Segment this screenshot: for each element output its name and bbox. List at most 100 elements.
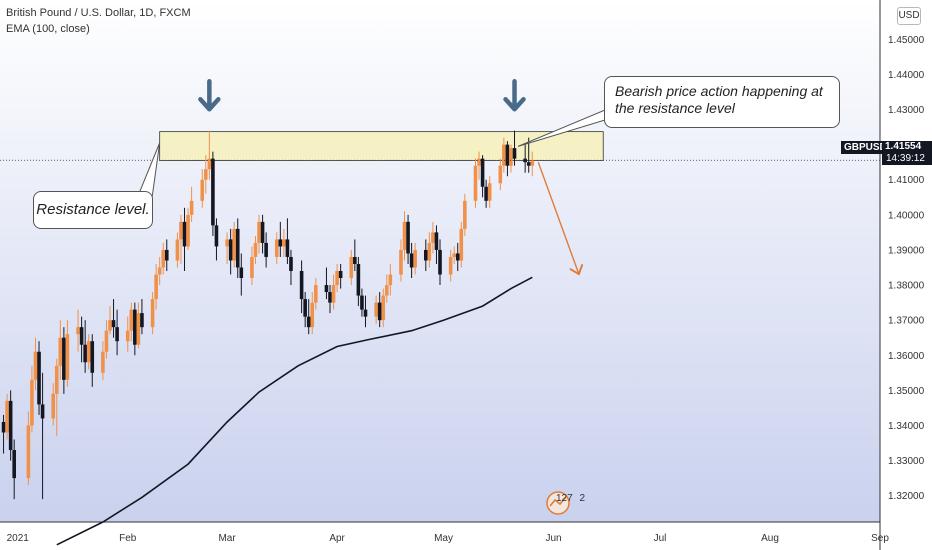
candle-body [8,400,13,451]
candle-body [289,256,293,272]
x-tick-label: Mar [218,533,236,544]
down-arrow-icon [198,79,221,112]
y-tick-label: 1.43000 [888,105,925,116]
currency-button[interactable]: USD [897,7,921,25]
y-tick-label: 1.40000 [888,210,925,221]
candle-body [90,341,95,373]
candle-body [253,242,258,257]
candle-body [211,158,215,226]
y-tick-label: 1.32000 [888,491,925,502]
candle-body [108,320,112,331]
candle-body [409,253,414,268]
candle-body [239,267,244,279]
legend-indicator[interactable]: EMA (100, close) [6,23,90,35]
candle-body [487,183,492,201]
x-tick-label: 2021 [7,533,30,544]
idea-logo-icon [546,491,570,515]
resistance-level-callout[interactable]: Resistance level. [33,191,153,229]
community-badge[interactable]: 127 2 [546,491,585,515]
candle-body [399,249,403,275]
candle-body [264,242,268,257]
candle-body [353,256,357,264]
candle-body [477,158,481,166]
candle-body [306,316,311,328]
candle-body [438,249,442,275]
candle-body [509,148,513,166]
candle-body [104,330,109,352]
candle-body [204,169,208,180]
countdown-badge: 14:39:12 [882,153,932,165]
candle-body [310,302,315,328]
y-tick-label: 1.34000 [888,421,925,432]
candle-body [30,379,34,426]
candle-body [58,337,63,366]
candle-body [502,144,506,166]
x-tick-label: Jul [654,533,667,544]
candle-body [406,221,410,254]
candle-body [402,221,407,250]
candle-body [360,295,364,310]
candle-body [150,299,155,328]
candle-body [512,148,517,159]
candle-body [140,313,144,328]
candle-body [5,400,9,433]
candle-body [388,274,393,286]
candle-body [299,271,304,300]
candle-body [83,344,87,363]
y-tick-label: 1.39000 [888,245,925,256]
legend-symbol[interactable]: British Pound / U.S. Dollar, 1D, FXCM [6,7,191,19]
candle-body [232,228,236,261]
candle-body [186,214,190,247]
candle-body [459,228,464,261]
candle-body [526,162,531,166]
candle-body [328,292,332,303]
candle-body [434,232,439,250]
y-tick-label: 1.35000 [888,386,925,397]
candle-body [303,299,307,317]
down-arrow-head [503,97,526,112]
bearish-projection-arrow [537,161,578,273]
candle-body [260,221,265,243]
candle-body [480,158,485,187]
candle-body [427,242,432,261]
y-tick-label: 1.41000 [888,175,925,186]
down-arrow-head [198,97,221,112]
candle-body [214,225,219,247]
y-tick-label: 1.45000 [888,35,925,46]
candle-body [530,160,535,166]
bearish-action-callout[interactable]: Bearish price action happening at the re… [604,76,840,128]
candle-body [285,239,290,257]
candle-body [314,285,318,303]
candle-body [76,327,80,335]
candle-body [115,327,119,342]
x-tick-label: Feb [119,533,137,544]
candle-body [377,302,382,321]
badge-extra: 2 [579,493,586,504]
y-tick-label: 1.38000 [888,281,925,292]
resistance-zone [159,131,604,161]
candle-body [455,253,460,261]
candle-body [349,256,354,279]
candle-body [282,239,286,247]
candle-body [154,274,158,300]
candle-body [413,249,417,268]
candle-body [498,165,503,184]
candle-body [133,309,137,345]
candle-body [33,351,38,380]
badge-count: 127 [556,493,573,504]
candle-body [250,256,254,279]
candle-body [182,221,187,247]
x-tick-label: Sep [871,533,889,544]
candle-body [40,404,45,419]
candle-body [424,249,428,261]
y-tick-label: 1.44000 [888,70,925,81]
candle-body [1,421,6,433]
candle-body [335,271,339,286]
price-scale-background [880,0,932,550]
candle-body [448,256,453,275]
candle-body [374,302,378,317]
candle-body [431,232,435,243]
candle-body [381,295,386,321]
time-scale-background [0,522,880,550]
